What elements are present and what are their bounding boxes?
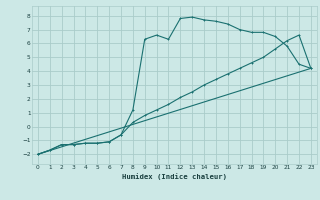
- X-axis label: Humidex (Indice chaleur): Humidex (Indice chaleur): [122, 173, 227, 180]
